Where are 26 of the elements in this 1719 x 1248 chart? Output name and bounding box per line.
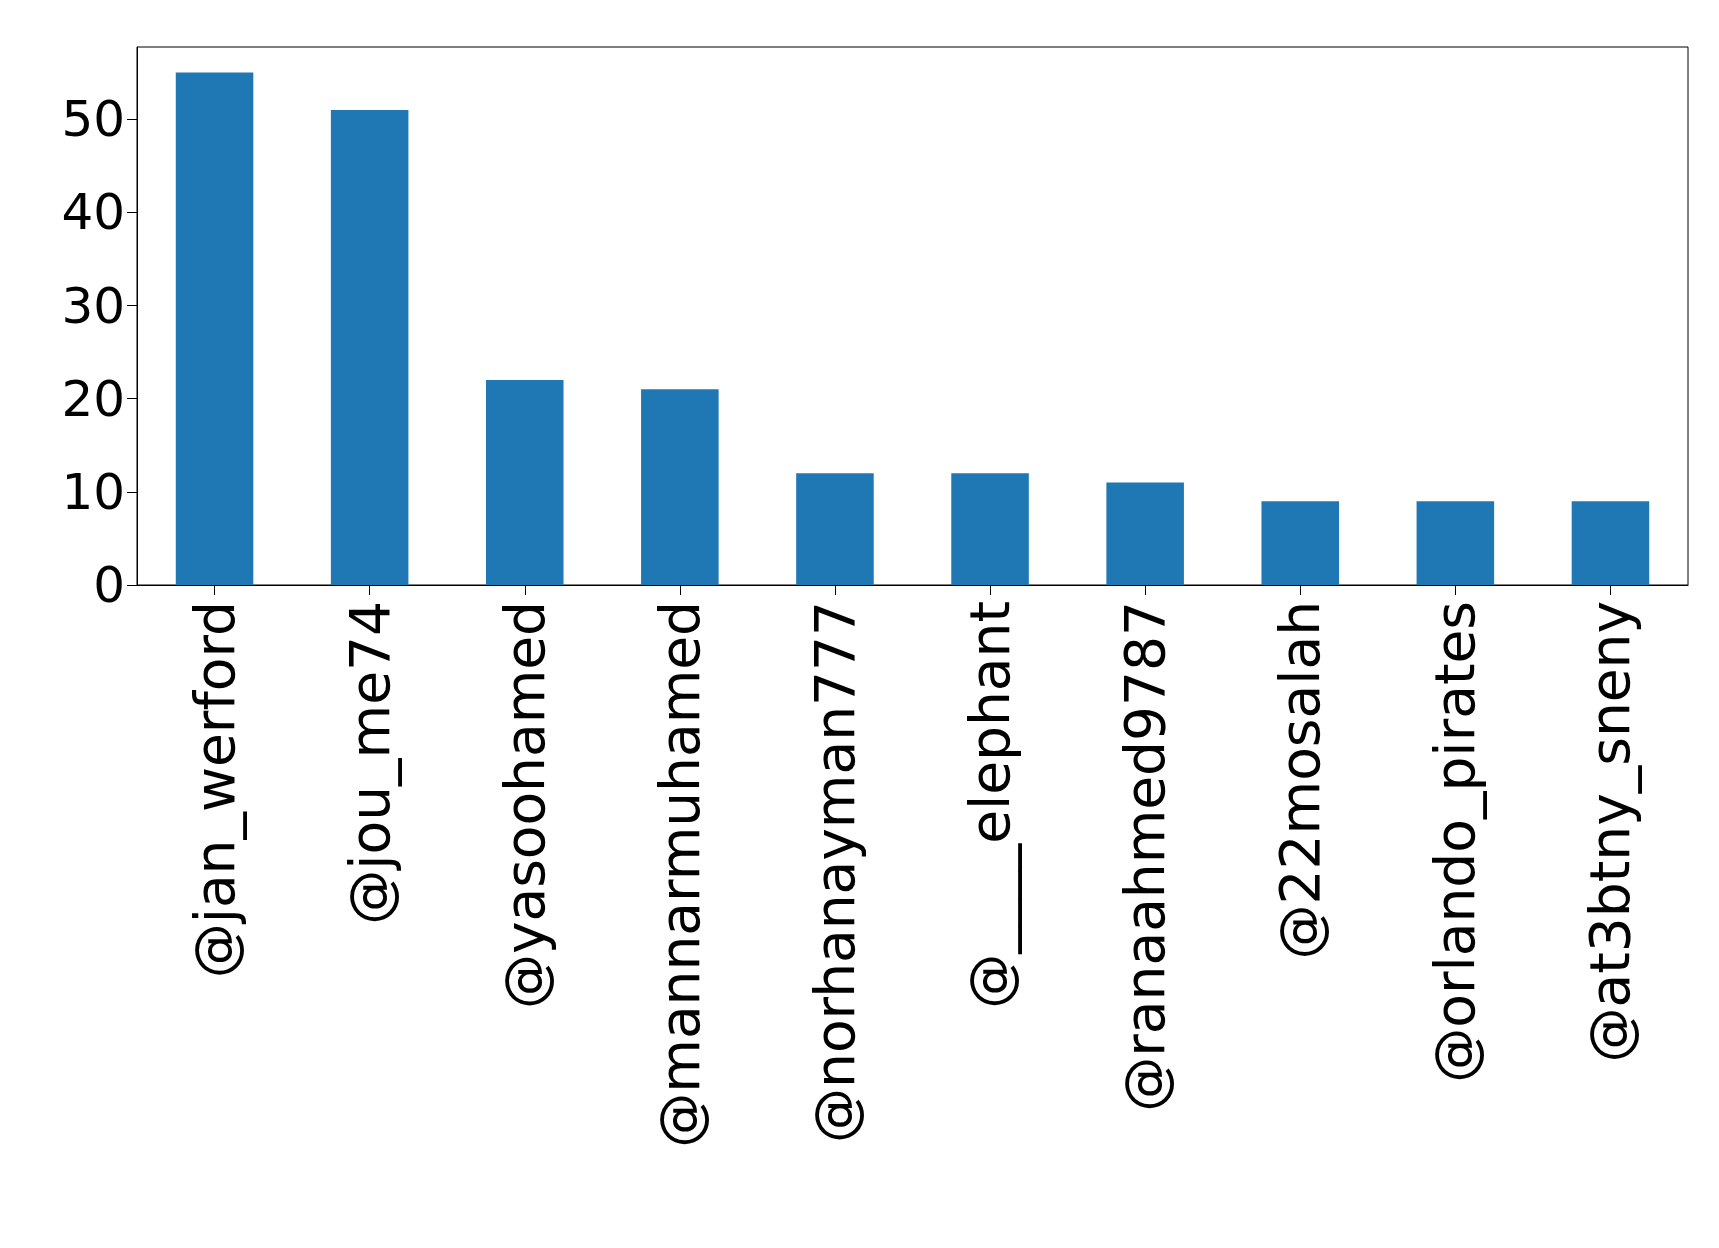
- y-tick-label: 50: [61, 90, 125, 149]
- x-tick-label: @jou_me74: [337, 601, 402, 925]
- x-tick-label: @ranaahmed9787: [1113, 601, 1178, 1112]
- y-tick-label: 10: [61, 462, 125, 521]
- y-tick-label: 40: [61, 183, 125, 242]
- x-tick-label: @jan_werford: [182, 601, 247, 979]
- bar: [175, 72, 254, 585]
- x-tick-label: @norhanayman777: [802, 601, 867, 1143]
- x-tick-label: @____elephant: [958, 601, 1023, 1009]
- y-tick-label: 0: [93, 556, 125, 614]
- bar: [1571, 501, 1650, 585]
- bar: [1106, 482, 1184, 585]
- x-tick-label: @at3btny_sneny: [1578, 601, 1643, 1063]
- y-tick-label: 30: [61, 276, 125, 335]
- bar: [951, 473, 1029, 585]
- y-tick-label: 20: [61, 369, 125, 428]
- bar: [1416, 501, 1495, 585]
- x-tick-label: @22mosalah: [1268, 601, 1333, 960]
- x-tick-label: @yasoohamed: [492, 601, 557, 1010]
- bar: [641, 389, 719, 585]
- bar: [1261, 501, 1340, 585]
- x-tick-label: @mannarmuhamed: [647, 601, 712, 1148]
- x-tick-label: @orlando_pirates: [1423, 601, 1488, 1083]
- bar: [330, 109, 409, 585]
- bar: [796, 473, 874, 585]
- bar: [485, 380, 564, 585]
